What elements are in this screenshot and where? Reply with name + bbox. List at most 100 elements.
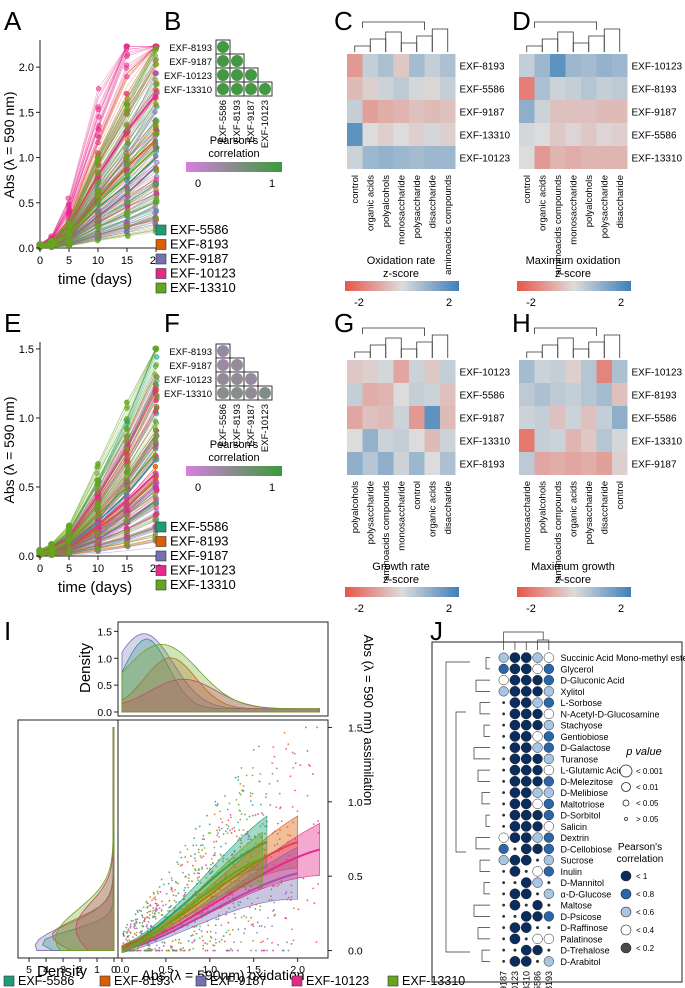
scatter-point [234,866,237,869]
scatter-point [231,827,234,830]
row-label: L-Glutamic Acid [561,766,624,776]
scatter-point [214,804,217,807]
dot-cell [532,944,543,956]
corr-row-label: EXF-13310 [164,85,212,96]
growth-point [152,70,158,76]
scatter-point [161,913,164,916]
scatter-point [186,883,189,886]
scatter-point [182,898,185,901]
dot-cell [502,791,506,795]
scatter-point [193,868,196,870]
scatter-point [308,763,310,766]
legend-swatch-exf-5586 [3,975,15,987]
growth-point [154,392,160,399]
legend-label: EXF-8193 [114,974,170,988]
growth-point [94,546,101,552]
dendrogram-branch [483,882,490,895]
scatter-point [141,916,144,919]
scatter-point [170,877,173,879]
scatter-point [193,940,195,943]
heatmap-col-label: monosaccharide [396,481,407,551]
corr-col-label: EXF-8193 [232,404,243,447]
scatter-point [286,941,288,944]
y-tick-label: 1.0 [19,413,34,425]
dot-cell [502,914,506,918]
scatter-point [252,925,255,927]
scatter-point [198,876,200,878]
growth-point [125,161,131,168]
heatmap-cell [534,123,550,146]
dot-cell [509,798,521,810]
panel-i-legend: EXF-5586 EXF-8193 EXF-9187 EXF-10123 EXF-133… [3,974,465,988]
growth-point [152,500,158,506]
heatmap-cell [347,406,363,429]
corr-legend-tick: 0 [195,178,201,190]
legend-swatch-exf-9187 [155,550,167,562]
column-dendrogram [354,21,449,52]
growth-point [124,415,130,422]
pvalue-legend-dot [624,817,628,821]
x-tick-label: 5 [66,563,72,575]
dot-cell [502,926,506,930]
growth-point [95,139,101,146]
col-label: EXF-13310 [521,971,531,988]
growth-point [125,199,131,205]
scatter-point [229,948,232,950]
scatter-point [228,907,231,910]
density-tick-label: 1.5 [97,626,112,638]
growth-point [95,216,101,222]
dot-cell [498,663,509,674]
dendrogram-branch [483,724,490,737]
scatter-point [313,902,316,904]
heatmap-cell [565,100,581,123]
heatmap-cell [393,383,409,406]
growth-point [152,517,158,523]
growth-point [123,183,130,190]
heatmap-cell [378,54,394,77]
dot-cell [509,776,521,787]
scatter-point [198,868,200,870]
scatter-point [261,812,263,814]
scatter-point [172,949,175,952]
scatter-point [292,939,295,942]
dendrogram-branch [473,904,490,917]
heatmap-legend-tick: 2 [618,603,624,615]
legend-label: EXF-10123 [170,266,236,281]
dot-cell [509,719,521,731]
scatter-point [145,900,148,903]
scatter-point [210,936,213,939]
growth-point [153,101,159,107]
scatter-point [273,908,275,911]
scatter-point [202,947,205,950]
dot-cell [536,926,540,930]
corr-legend-label: < 0.4 [636,926,655,935]
scatter-point [208,867,211,870]
scatter-point [135,949,138,952]
scatter-point [246,832,249,835]
scatter-point [273,901,276,904]
dot-cell [520,674,532,686]
heatmap-legend-tick: -2 [354,297,364,309]
heatmap-cell [424,123,440,146]
dot-cell [532,708,543,720]
scatter-point [238,829,241,831]
growth-point [125,140,131,146]
scatter-point [276,780,279,782]
heatmap-col-label: monosaccharide [568,175,579,245]
heatmap-cell [550,452,566,475]
scatter-point [184,844,187,847]
scatter-point [177,882,179,885]
dendrogram-branch [481,792,490,805]
dot-cell [509,753,521,765]
growth-point [152,152,159,159]
dot-cell [532,877,543,888]
scatter-point [271,762,274,765]
scatter-point [154,902,157,905]
legend-label: EXF-13310 [402,974,465,988]
corr-dot [217,373,229,385]
scatter-point [259,825,262,828]
corr-legend-label: < 0.2 [636,944,655,953]
scatter-point [135,920,138,923]
growth-point [152,86,158,93]
dendrogram-branch [369,344,387,358]
